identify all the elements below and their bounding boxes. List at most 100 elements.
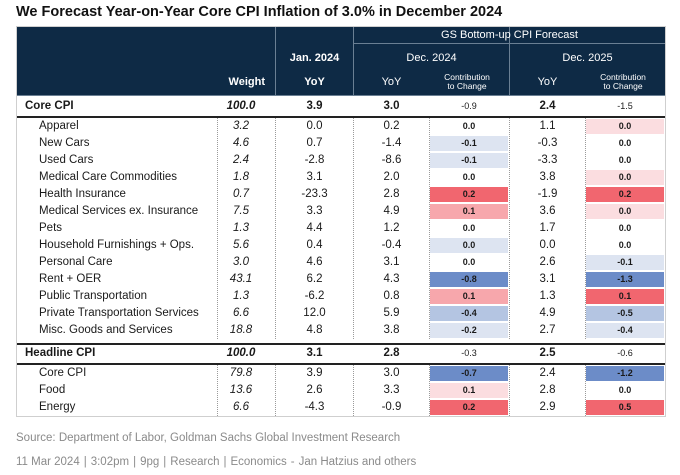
yoy-24-cell: 3.3 xyxy=(383,384,400,396)
row-label-cell: Core CPI xyxy=(25,100,74,112)
contribution-25-cell: 0.0 xyxy=(586,136,664,151)
row-label-cell: Public Transportation xyxy=(39,290,148,302)
yoy-25-cell: 2.4 xyxy=(539,367,556,379)
row-label-cell: Energy xyxy=(39,401,76,413)
jan-cell: -4.3 xyxy=(304,401,325,413)
weight-cell: 79.8 xyxy=(229,367,253,379)
table-row: Apparel 3.2 0.0 0.2 0.0 1.1 0.0 xyxy=(17,118,665,135)
yoy-25-cell: 3.1 xyxy=(539,273,556,285)
row-label-cell: Household Furnishings + Ops. xyxy=(39,239,195,251)
weight-cell: 1.3 xyxy=(233,222,249,234)
jan-cell: 4.8 xyxy=(306,324,323,336)
contribution-24-cell: 0.2 xyxy=(430,187,508,202)
dec-2024-yoy-header: YoY xyxy=(381,76,402,88)
contribution-24-cell: 0.2 xyxy=(430,400,508,415)
cpi-forecast-table: Weight Jan. 2024 YoY GS Bottom-up CPI Fo… xyxy=(16,26,666,417)
footer: 11 Mar 2024 | 3:02pm | 9pg | Research | Economic… xyxy=(16,456,417,468)
contribution-25-cell: -1.5 xyxy=(586,99,664,114)
yoy-25-cell: 2.5 xyxy=(539,347,556,359)
contribution-24-cell: -0.1 xyxy=(430,136,508,151)
yoy-25-cell: -3.3 xyxy=(537,154,558,166)
contribution-25-cell: 0.0 xyxy=(586,238,664,253)
source-note: Source: Department of Labor, Goldman Sac… xyxy=(16,432,401,444)
table-row: Medical Care Commodities 1.8 3.1 2.0 0.0 3.8 0… xyxy=(17,169,665,186)
row-label-cell: Core CPI xyxy=(39,367,87,379)
jan-cell: 3.3 xyxy=(306,205,323,217)
contribution-24-cell: 0.1 xyxy=(430,289,508,304)
jan-cell: -6.2 xyxy=(304,290,325,302)
weight-cell: 5.6 xyxy=(233,239,249,251)
weight-cell: 1.8 xyxy=(233,171,249,183)
table-row: Health Insurance 0.7 -23.3 2.8 0.2 -1.9 0.2 xyxy=(17,186,665,203)
table-header: Weight Jan. 2024 YoY GS Bottom-up CPI Fo… xyxy=(17,27,665,96)
table-row: New Cars 4.6 0.7 -1.4 -0.1 -0.3 0.0 xyxy=(17,135,665,152)
row-label-cell: Misc. Goods and Services xyxy=(39,324,173,336)
jan-cell: 3.9 xyxy=(306,367,323,379)
yoy-24-cell: 2.8 xyxy=(383,188,400,200)
yoy-24-cell: 3.0 xyxy=(383,367,400,379)
dec-2025-contrib-header: Contribution to Change xyxy=(600,72,646,91)
footer-author: Jan Hatzius and others xyxy=(298,456,417,468)
jan-cell: 2.6 xyxy=(306,384,323,396)
contribution-24-cell: 0.0 xyxy=(430,119,508,134)
weight-cell: 18.8 xyxy=(229,324,253,336)
footer-pages: 9pg xyxy=(140,456,160,468)
yoy-24-cell: 1.2 xyxy=(383,222,400,234)
dec-2025-header: Dec. 2025 xyxy=(562,52,613,64)
jan-cell: 12.0 xyxy=(303,307,326,319)
contribution-24-cell: -0.2 xyxy=(430,323,508,338)
row-label-cell: Used Cars xyxy=(39,154,94,166)
yoy-25-cell: 1.1 xyxy=(539,120,556,132)
contribution-25-cell: -0.6 xyxy=(586,346,664,361)
contribution-24-cell: 0.1 xyxy=(430,383,508,398)
yoy-24-cell: -0.9 xyxy=(381,401,402,413)
yoy-25-cell: 3.6 xyxy=(539,205,556,217)
yoy-24-cell: 0.8 xyxy=(383,290,400,302)
contribution-24-cell: 0.0 xyxy=(430,255,508,270)
table-row: Rent + OER 43.1 6.2 4.3 -0.8 3.1 -1.3 xyxy=(17,271,665,288)
contribution-24-cell: -0.3 xyxy=(430,346,508,361)
contribution-25-cell: -0.5 xyxy=(586,306,664,321)
contribution-24-cell: -0.8 xyxy=(430,272,508,287)
table-row: Food 13.6 2.6 3.3 0.1 2.8 0.0 xyxy=(17,382,665,399)
row-label-cell: Medical Services ex. Insurance xyxy=(39,205,199,217)
contribution-24-cell: 0.1 xyxy=(430,204,508,219)
contribution-24-cell: -0.7 xyxy=(430,366,508,381)
weight-cell: 6.6 xyxy=(233,307,249,319)
footer-topic: Economics xyxy=(230,456,287,468)
row-label-cell: Private Transportation Services xyxy=(39,307,199,319)
row-label-cell: Pets xyxy=(39,222,63,234)
weight-cell: 4.6 xyxy=(233,137,249,149)
jan-cell: -2.8 xyxy=(304,154,325,166)
table-row: Medical Services ex. Insurance 7.5 3.3 4.9 0… xyxy=(17,203,665,220)
dec-2024-header: Dec. 2024 xyxy=(406,52,457,64)
yoy-24-cell: 4.3 xyxy=(383,273,400,285)
jan-cell: 3.9 xyxy=(306,100,323,112)
contribution-25-cell: 0.0 xyxy=(586,119,664,134)
table-row: Public Transportation 1.3 -6.2 0.8 0.1 1.3 0.1 xyxy=(17,288,665,305)
contribution-25-cell: -1.2 xyxy=(586,366,664,381)
contribution-25-cell: 0.0 xyxy=(586,153,664,168)
contribution-24-cell: 0.0 xyxy=(430,238,508,253)
total-row: Headline CPI 100.0 3.1 2.8 -0.3 2.5 -0.6 xyxy=(17,345,665,362)
forecast-group-header: GS Bottom-up CPI Forecast xyxy=(441,29,578,41)
jan-cell: 0.7 xyxy=(306,137,323,149)
jan-cell: 0.4 xyxy=(306,239,323,251)
footer-time: 3:02pm xyxy=(90,456,130,468)
jan-cell: 6.2 xyxy=(306,273,323,285)
contribution-25-cell: 0.0 xyxy=(586,383,664,398)
table-row: Core CPI 79.8 3.9 3.0 -0.7 2.4 -1.2 xyxy=(17,365,665,382)
weight-cell: 100.0 xyxy=(226,347,256,359)
yoy-25-cell: 2.4 xyxy=(539,100,556,112)
weight-cell: 7.5 xyxy=(233,205,249,217)
contribution-24-cell: -0.4 xyxy=(430,306,508,321)
jan-cell: 0.0 xyxy=(306,120,323,132)
contribution-24-cell: 0.0 xyxy=(430,170,508,185)
dec-2025-yoy-header: YoY xyxy=(537,76,558,88)
contribution-25-cell: 0.0 xyxy=(586,170,664,185)
contribution-25-cell: 0.1 xyxy=(586,289,664,304)
yoy-24-cell: 4.9 xyxy=(383,205,400,217)
jan-cell: -23.3 xyxy=(301,188,328,200)
jan-2024-yoy-header: YoY xyxy=(304,76,325,88)
weight-cell: 43.1 xyxy=(229,273,253,285)
